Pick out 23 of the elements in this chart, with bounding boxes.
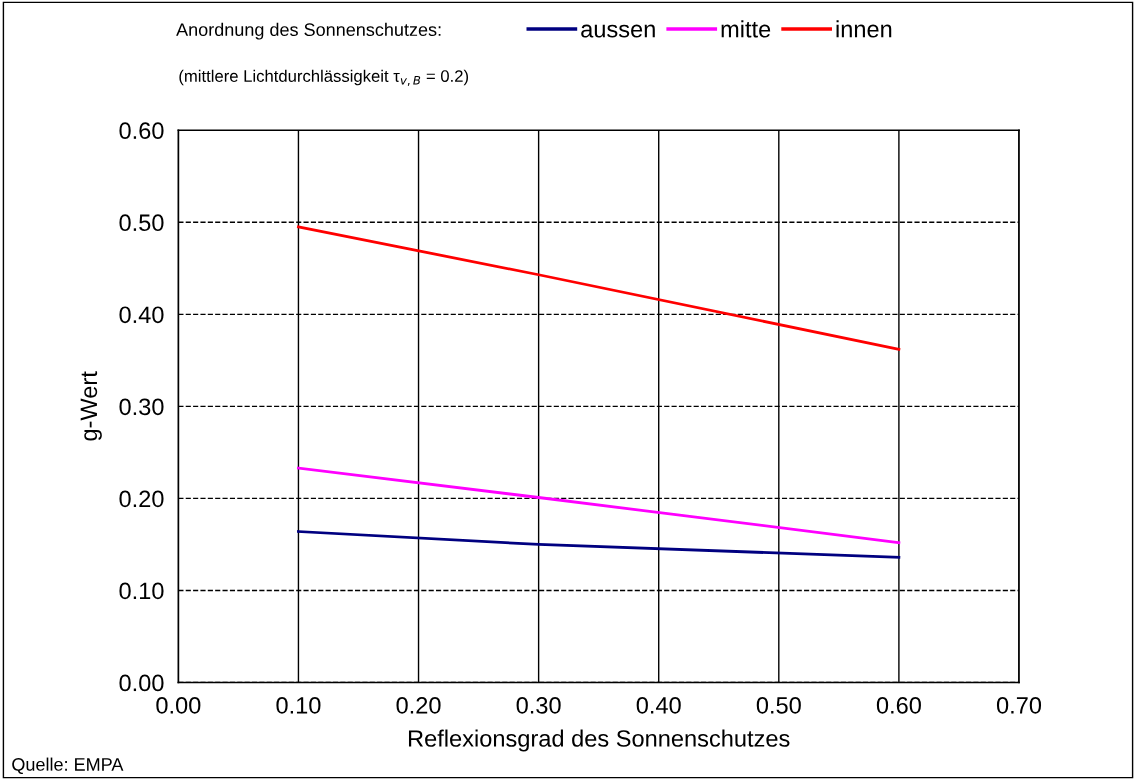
y-axis-title: g-Wert bbox=[80, 371, 102, 441]
x-tick-label: 0.60 bbox=[876, 697, 921, 714]
legend-label: aussen bbox=[581, 24, 655, 38]
y-tick-label: 0.20 bbox=[119, 490, 164, 508]
y-tick-label: 0.10 bbox=[119, 582, 164, 600]
x-tick-label: 0.50 bbox=[756, 697, 801, 714]
y-tick-label: 0.60 bbox=[119, 122, 164, 140]
x-tick-label: 0.30 bbox=[516, 697, 561, 714]
y-tick-label: 0.30 bbox=[119, 398, 164, 416]
x-tick-label: 0.70 bbox=[996, 697, 1042, 714]
x-tick-label: 0.40 bbox=[636, 697, 681, 714]
source-note: Quelle: EMPA bbox=[12, 757, 124, 775]
y-tick-label: 0.50 bbox=[119, 214, 164, 232]
legend-label: innen bbox=[836, 20, 892, 38]
y-tick-label: 0.00 bbox=[119, 674, 164, 692]
x-tick-label: 0.20 bbox=[396, 697, 441, 714]
y-tick-label: 0.40 bbox=[119, 306, 164, 324]
chart-subtitle: (mittlere Lichtdurchlässigkeit τ$_{v,B}$ = 0.2) bbox=[179, 69, 469, 86]
x-tick-label: 0.00 bbox=[156, 697, 201, 714]
x-tick-label: 0.10 bbox=[276, 697, 321, 714]
legend-label: mitte bbox=[721, 20, 771, 38]
legend-title: Anordnung des Sonnenschutzes: bbox=[176, 22, 441, 40]
x-axis-title: Reflexionsgrad des Sonnenschutzes bbox=[408, 729, 790, 752]
